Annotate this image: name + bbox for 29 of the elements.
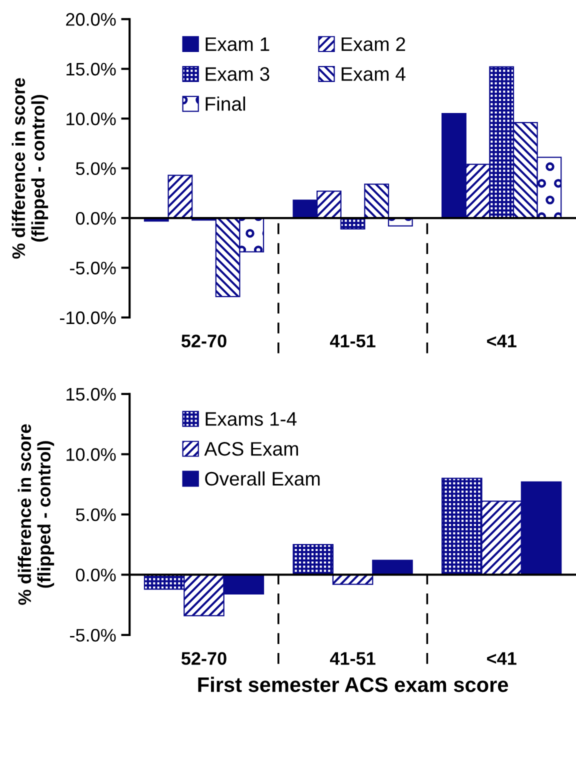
y-tick-label: 10.0% <box>66 448 116 461</box>
y-tick-label: 10.0% <box>66 112 116 126</box>
x-tick-label: <41 <box>487 334 516 348</box>
y-tick-label: -5.0% <box>70 262 116 274</box>
y-tick-label: 0.0% <box>76 212 116 225</box>
x-tick-label: 52-70 <box>181 334 226 348</box>
x-tick-label: 52-70 <box>181 652 226 665</box>
legend-label: Exam 2 <box>342 37 406 52</box>
legend-label: Exam 1 <box>206 37 270 52</box>
y-tick-label: 20.0% <box>66 13 116 26</box>
y-tick-label: 5.0% <box>76 162 116 176</box>
legend-label: Exams 1-4 <box>206 412 297 426</box>
y-tick-label: -10.0% <box>60 311 116 324</box>
x-tick-label: 41-51 <box>330 334 376 348</box>
legend-label: Exam 4 <box>342 67 406 81</box>
legend-label: Final <box>206 96 246 111</box>
y-tick-label: 5.0% <box>76 508 116 522</box>
x-axis-title: First semester ACS exam score <box>198 676 508 692</box>
legend-label: ACS Exam <box>204 442 298 456</box>
legend-label: Exam 3 <box>206 67 270 81</box>
y-tick-label: 15.0% <box>66 388 116 401</box>
legend-label: Overall Exam <box>205 471 320 486</box>
x-tick-label: 41-51 <box>330 652 376 665</box>
y-tick-label: 15.0% <box>66 62 116 76</box>
y-axis-title: % difference in score (flipped - control) <box>12 78 48 259</box>
y-tick-label: 0.0% <box>76 568 116 582</box>
y-tick-label: -5.0% <box>70 628 116 642</box>
x-tick-label: <41 <box>487 652 516 665</box>
y-axis-title: % difference in score (flipped - control) <box>18 424 54 605</box>
